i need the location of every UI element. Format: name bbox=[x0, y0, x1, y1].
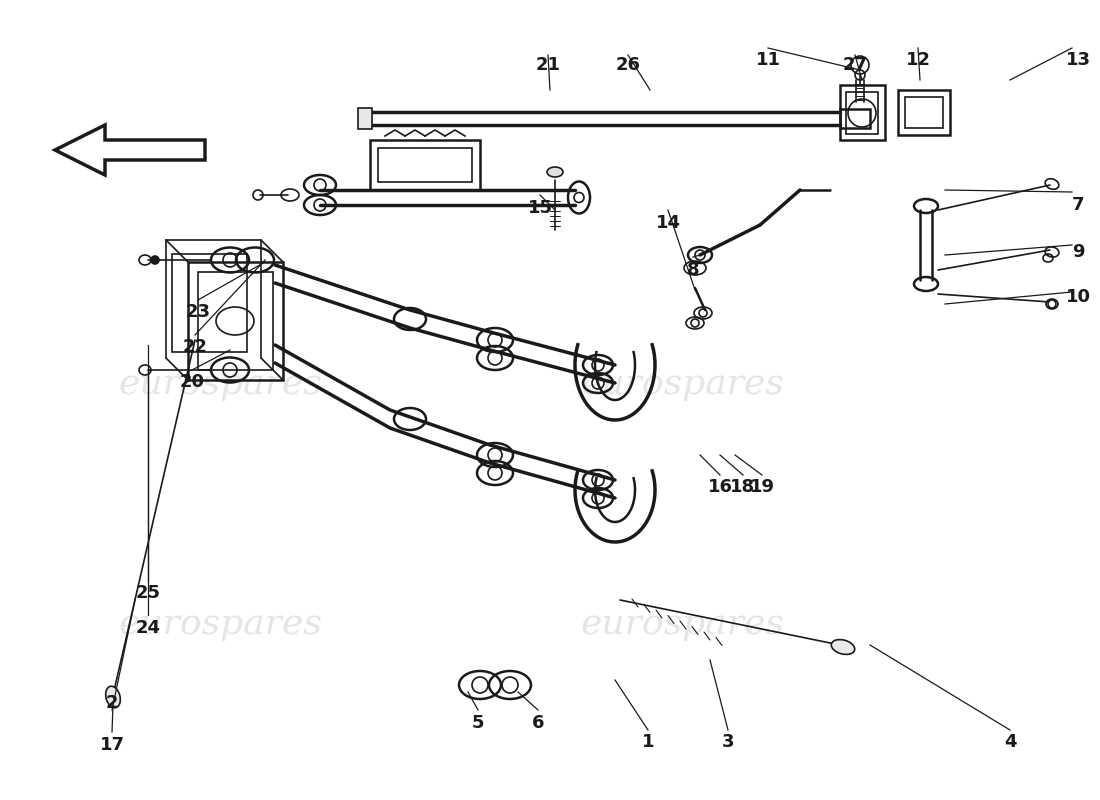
Text: 23: 23 bbox=[186, 303, 210, 321]
Text: 4: 4 bbox=[1003, 733, 1016, 751]
Ellipse shape bbox=[547, 167, 563, 177]
Bar bbox=[370, 140, 480, 190]
Text: 8: 8 bbox=[686, 261, 700, 279]
Text: 22: 22 bbox=[183, 338, 208, 356]
Text: 26: 26 bbox=[616, 56, 640, 74]
Circle shape bbox=[151, 256, 160, 264]
Circle shape bbox=[851, 56, 869, 74]
Bar bbox=[840, 109, 870, 128]
Text: 20: 20 bbox=[179, 373, 205, 391]
Bar bbox=[898, 90, 950, 135]
Text: eurospares: eurospares bbox=[118, 367, 322, 401]
Ellipse shape bbox=[106, 686, 120, 708]
Text: 2: 2 bbox=[106, 694, 119, 712]
Bar bbox=[172, 254, 248, 352]
Text: 1: 1 bbox=[641, 733, 654, 751]
Text: 27: 27 bbox=[843, 56, 868, 74]
Text: 17: 17 bbox=[99, 736, 124, 754]
Text: 19: 19 bbox=[749, 478, 774, 496]
Text: 9: 9 bbox=[1071, 243, 1085, 261]
Text: eurospares: eurospares bbox=[580, 367, 784, 401]
Text: eurospares: eurospares bbox=[118, 607, 322, 641]
Bar bbox=[358, 108, 372, 129]
Text: 14: 14 bbox=[656, 214, 681, 232]
Text: 3: 3 bbox=[722, 733, 735, 751]
Text: 13: 13 bbox=[1066, 51, 1090, 69]
Text: 18: 18 bbox=[730, 478, 756, 496]
Bar bbox=[840, 85, 886, 140]
Text: 12: 12 bbox=[905, 51, 931, 69]
Bar bbox=[198, 272, 273, 370]
Ellipse shape bbox=[832, 639, 855, 654]
Bar bbox=[905, 97, 943, 128]
Text: 5: 5 bbox=[472, 714, 484, 732]
Text: eurospares: eurospares bbox=[580, 607, 784, 641]
Bar bbox=[378, 148, 472, 182]
Text: 10: 10 bbox=[1066, 288, 1090, 306]
Text: 21: 21 bbox=[536, 56, 561, 74]
Text: 6: 6 bbox=[531, 714, 544, 732]
Bar bbox=[846, 92, 878, 134]
Text: 15: 15 bbox=[528, 199, 552, 217]
Text: 11: 11 bbox=[756, 51, 781, 69]
Text: 16: 16 bbox=[707, 478, 733, 496]
Bar bbox=[188, 262, 283, 380]
Text: 7: 7 bbox=[1071, 196, 1085, 214]
Circle shape bbox=[1048, 300, 1056, 308]
Text: 25: 25 bbox=[135, 584, 161, 602]
Text: 24: 24 bbox=[135, 619, 161, 637]
